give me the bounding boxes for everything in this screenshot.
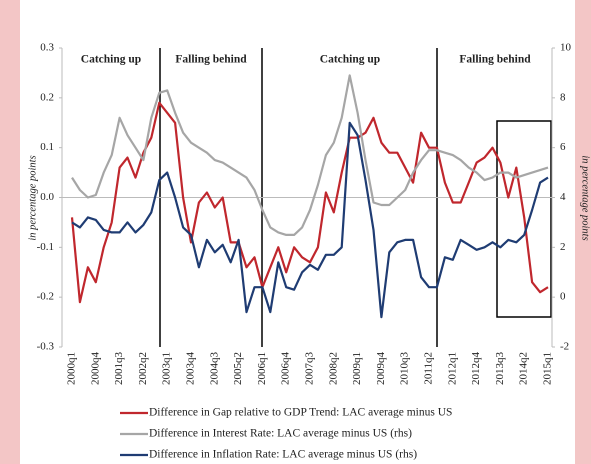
y-tick-label: -0.1 <box>37 241 54 253</box>
y2-tick-label: 0 <box>560 291 566 303</box>
x-tick-label: 2002q2 <box>137 352 149 385</box>
x-tick-label: 2010q3 <box>399 352 411 386</box>
series-line <box>71 121 549 319</box>
x-tick-label: 2014q2 <box>518 352 530 385</box>
x-tick-label: 2009q1 <box>351 352 363 385</box>
legend-label: Difference in Gap relative to GDP Trend:… <box>149 407 452 419</box>
section-label: Catching up <box>81 54 141 66</box>
x-tick-label: 2005q2 <box>232 352 244 385</box>
x-tick-label: 2001q3 <box>113 352 125 386</box>
x-tick-label: 2006q4 <box>280 352 292 386</box>
section-label: Catching up <box>320 54 380 66</box>
x-tick-label: 2012q1 <box>446 352 458 385</box>
y-tick-label: 0.0 <box>40 191 54 203</box>
y2-tick-label: 6 <box>560 141 566 153</box>
x-tick-label: 2015q1 <box>542 352 554 385</box>
x-tick-label: 2007q3 <box>304 352 316 386</box>
y2-tick-label: -2 <box>560 341 569 353</box>
y2-tick-label: 2 <box>560 241 566 253</box>
y-tick-label: -0.3 <box>37 341 55 353</box>
y-axis-label: in percentage points <box>27 155 38 240</box>
x-tick-label: 2003q1 <box>161 352 173 385</box>
x-tick-label: 2006q1 <box>256 352 268 385</box>
y2-tick-label: 4 <box>560 191 566 203</box>
y-tick-label: -0.2 <box>37 291 54 303</box>
y-tick-label: 0.3 <box>40 42 54 54</box>
section-label: Falling behind <box>175 54 247 66</box>
x-tick-label: 2000q1 <box>66 352 78 385</box>
x-tick-label: 2011q2 <box>423 352 435 385</box>
series-line <box>70 101 549 304</box>
legend-label: Difference in Inflation Rate: LAC averag… <box>149 449 417 461</box>
legend-label: Difference in Interest Rate: LAC average… <box>149 428 412 440</box>
y-tick-label: 0.1 <box>40 141 54 153</box>
x-tick-label: 2003q4 <box>185 352 197 386</box>
y-tick-label: 0.2 <box>40 91 54 103</box>
highlight-box <box>496 120 552 318</box>
x-tick-label: 2008q2 <box>327 352 339 385</box>
y2-axis-label: in percentage points <box>580 155 591 240</box>
y2-tick-label: 8 <box>560 91 566 103</box>
x-tick-label: 2000q4 <box>89 352 101 386</box>
series-line <box>71 74 549 236</box>
x-tick-label: 2004q3 <box>208 352 220 386</box>
x-tick-label: 2009q4 <box>375 352 387 386</box>
x-tick-label: 2013q3 <box>494 352 506 386</box>
x-tick-label: 2012q4 <box>470 352 482 386</box>
section-label: Falling behind <box>459 54 531 66</box>
y2-tick-label: 10 <box>560 42 572 54</box>
